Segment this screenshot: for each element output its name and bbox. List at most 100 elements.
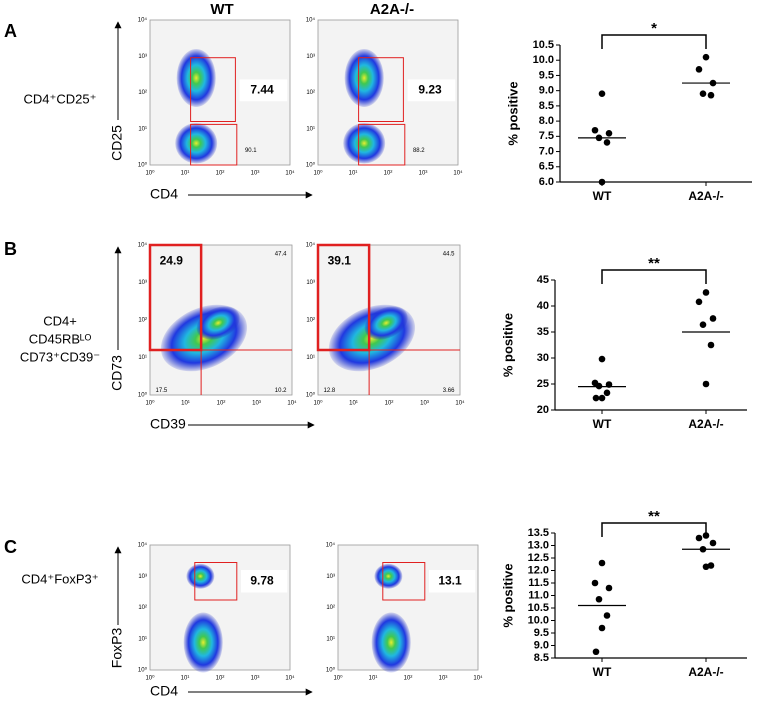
y-tick-label: 10⁰ <box>138 162 148 169</box>
x-tick-label: 10⁰ <box>145 400 155 407</box>
x-axis-label: CD4 <box>150 683 178 697</box>
column-header: A2A-/- <box>370 1 414 18</box>
y-tick-label: 11.5 <box>528 577 549 589</box>
x-tick-label: 10² <box>216 171 225 177</box>
density-cloud <box>183 612 223 673</box>
significance-label: ** <box>648 255 660 272</box>
y-tick-label: 10² <box>306 90 315 96</box>
y-tick-label: 25 <box>537 378 549 390</box>
gate <box>194 562 238 601</box>
y-tick-label: 10¹ <box>138 126 147 132</box>
population-label: CD4⁺CD25⁺ <box>24 91 97 106</box>
y-tick-label: 12.0 <box>528 564 549 576</box>
data-point <box>598 178 606 186</box>
y-tick-label: 10⁰ <box>306 162 316 169</box>
density-cloud <box>196 306 240 340</box>
data-point <box>699 321 707 329</box>
x-tick-label: 10¹ <box>349 401 358 407</box>
y-tick-label: 10.0 <box>528 614 549 626</box>
gate <box>190 123 238 166</box>
data-point <box>605 129 613 137</box>
data-point <box>709 315 717 322</box>
x-tick-label: 10⁰ <box>333 675 343 682</box>
x-tick-label: 10¹ <box>181 171 190 177</box>
panel-label: A <box>4 21 17 41</box>
gate-value: 9.78 <box>250 573 274 587</box>
y-tick-label: 12.5 <box>528 552 549 564</box>
y-tick-label: 10⁰ <box>138 392 148 399</box>
gate-value: 47.4 <box>275 252 287 258</box>
gate-value: 10.2 <box>275 388 287 394</box>
density-cloud <box>374 563 403 589</box>
data-point <box>595 595 603 603</box>
gate-value: 44.5 <box>443 252 455 258</box>
y-tick-label: 8.0 <box>539 115 554 127</box>
x-tick-label: 10² <box>384 171 393 177</box>
density-cloud <box>175 122 218 164</box>
y-tick-label: 10¹ <box>306 355 315 361</box>
y-tick-label: 9.0 <box>539 85 554 97</box>
y-axis-label: CD73 <box>109 355 125 391</box>
gate-value: 7.44 <box>250 82 274 96</box>
y-tick-label: 8.5 <box>539 100 554 112</box>
y-tick-label: 13.0 <box>528 539 549 551</box>
data-point <box>591 126 599 134</box>
y-tick-label: 11.0 <box>528 589 549 601</box>
x-tick-label: 10⁴ <box>287 400 297 407</box>
data-point <box>702 380 710 388</box>
data-point <box>598 559 606 567</box>
y-axis-label: CD25 <box>109 125 125 161</box>
panel-label: B <box>4 239 17 259</box>
y-tick-label: 10⁴ <box>306 242 316 249</box>
y-tick-label: 9.5 <box>534 627 549 639</box>
y-tick-label: 10.5 <box>528 602 549 614</box>
y-tick-label: 10⁴ <box>138 17 148 24</box>
x-axis-label: CD4 <box>150 186 178 202</box>
x-tick-label: 10² <box>216 676 225 682</box>
plot-area <box>337 544 479 671</box>
x-tick-label: A2A-/- <box>688 665 723 679</box>
x-tick-label: 10² <box>217 401 226 407</box>
data-point <box>695 534 703 542</box>
y-tick-label: 10³ <box>306 54 315 60</box>
data-point <box>591 579 599 587</box>
data-point <box>695 298 703 306</box>
gate <box>190 57 236 122</box>
y-tick-label: 10⁴ <box>138 242 148 249</box>
y-tick-label: 8.5 <box>534 652 549 664</box>
x-tick-label: 10³ <box>420 401 429 407</box>
data-point <box>707 91 715 99</box>
y-tick-label: 6.5 <box>539 161 554 173</box>
y-tick-label: 10³ <box>138 574 147 580</box>
x-tick-label: 10³ <box>251 676 260 682</box>
x-tick-label: A2A-/- <box>688 189 723 203</box>
y-tick-label: 10² <box>138 318 147 324</box>
density-cloud <box>343 122 386 164</box>
x-axis-label: CD39 <box>150 416 186 432</box>
gate-label-box <box>241 570 288 593</box>
y-tick-label: 45 <box>537 274 549 286</box>
x-tick-label: 10¹ <box>349 171 358 177</box>
y-tick-label: 10² <box>138 90 147 96</box>
x-tick-label: 10⁴ <box>285 675 295 682</box>
y-axis-label: % positive <box>500 563 515 627</box>
y-tick-label: 10¹ <box>326 636 335 642</box>
data-point <box>699 90 707 98</box>
y-tick-label: 20 <box>537 404 549 416</box>
y-tick-label: 10¹ <box>138 636 147 642</box>
y-tick-label: 7.0 <box>539 145 554 157</box>
y-axis-label: FoxP3 <box>109 628 125 669</box>
x-tick-label: 10⁰ <box>145 170 155 177</box>
data-point <box>603 612 611 619</box>
density-cloud <box>186 563 215 589</box>
y-tick-label: 10.5 <box>533 39 554 51</box>
gate-value: 39.1 <box>328 254 352 268</box>
population-label: CD4+ <box>43 313 77 328</box>
data-point <box>702 289 710 296</box>
density-cloud <box>364 306 408 340</box>
data-point <box>598 355 606 363</box>
population-label: CD45RBᴸᴼ <box>29 331 92 346</box>
y-tick-label: 10² <box>326 605 335 611</box>
